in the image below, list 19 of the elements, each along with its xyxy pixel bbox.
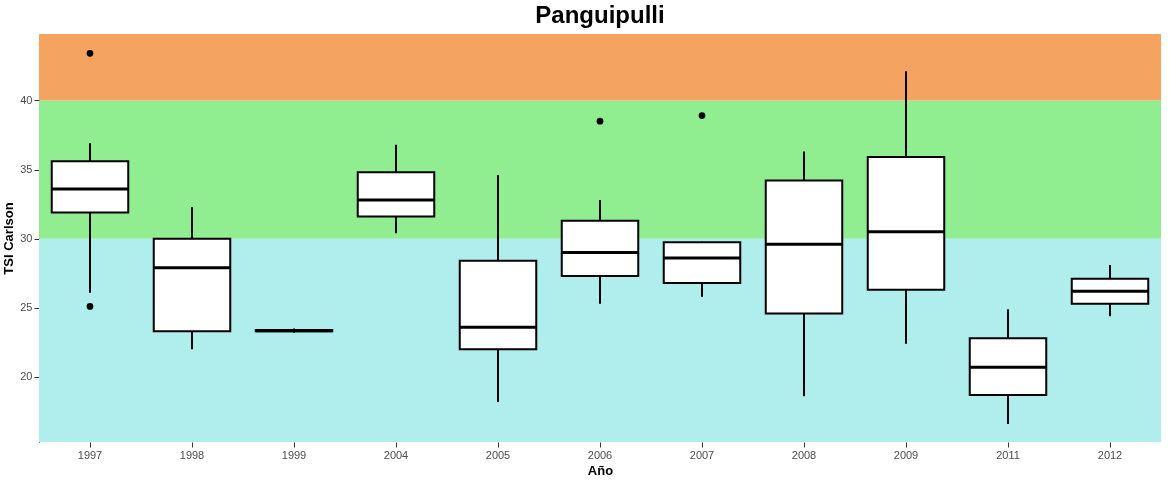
x-tick-label: 2005 <box>485 448 511 461</box>
x-tick-label: 2004 <box>383 448 409 461</box>
x-tick-label: 2009 <box>893 448 919 461</box>
y-tick-label: 20 <box>20 370 33 383</box>
x-tick-label: 1997 <box>77 448 103 461</box>
x-tick-label: 2007 <box>689 448 715 461</box>
x-tick-label: 2008 <box>791 448 817 461</box>
y-tick-label: 30 <box>20 232 33 245</box>
chart-title: Panguipulli <box>535 1 665 28</box>
y-tick-label: 25 <box>20 301 33 314</box>
x-axis-title: Año <box>587 462 614 478</box>
y-tick-label: 40 <box>20 93 33 106</box>
x-tick-label: 2006 <box>587 448 613 461</box>
x-tick-label: 2012 <box>1097 448 1123 461</box>
x-tick-label: 2011 <box>996 448 1020 461</box>
x-tick-label: 1999 <box>281 448 307 461</box>
y-axis-title: TSI Carlson <box>1 202 17 275</box>
y-tick-label: 35 <box>20 163 33 176</box>
x-tick-label: 1998 <box>179 448 205 461</box>
